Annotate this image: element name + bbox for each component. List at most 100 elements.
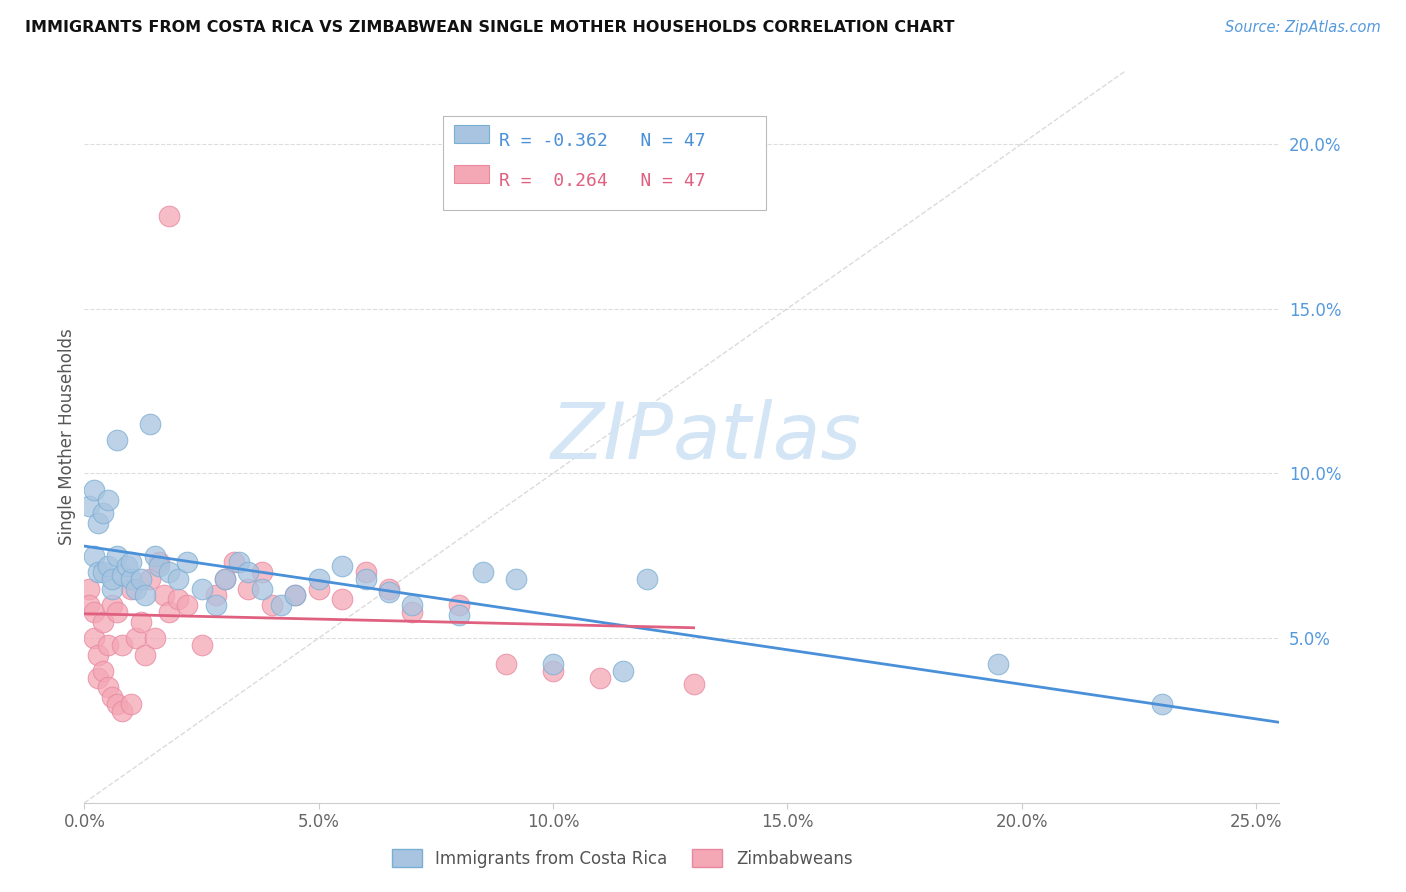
Point (129, 615, 152, 629)
Point (157, 210, 180, 224)
Point (505, 572, 527, 586)
Point (238, 565, 260, 579)
Point (120, 572, 142, 586)
Point (157, 565, 180, 579)
Point (143, 549, 166, 563)
Point (541, 664, 564, 678)
Point (101, 582, 124, 596)
Point (252, 565, 274, 579)
Point (449, 598, 471, 612)
Point (77, 500, 100, 514)
Text: R =  0.264   N = 47: R = 0.264 N = 47 (499, 172, 706, 190)
Point (77, 598, 100, 612)
Point (97, 638, 120, 652)
Point (284, 588, 307, 602)
Point (471, 565, 494, 579)
Point (105, 549, 128, 563)
Point (308, 572, 330, 586)
Point (330, 558, 353, 573)
Text: ZIPatlas: ZIPatlas (550, 399, 862, 475)
Point (97, 492, 120, 507)
Point (139, 417, 162, 431)
Point (260, 598, 283, 612)
Point (224, 555, 246, 569)
Point (636, 572, 658, 586)
Legend: Immigrants from Costa Rica, Zimbabweans: Immigrants from Costa Rica, Zimbabweans (392, 849, 852, 868)
Point (541, 657, 564, 672)
Point (120, 555, 142, 569)
Text: Source: ZipAtlas.com: Source: ZipAtlas.com (1225, 20, 1381, 35)
Point (284, 588, 307, 602)
Point (153, 588, 176, 602)
Point (176, 555, 198, 569)
Point (101, 572, 124, 586)
Point (1152, 697, 1174, 711)
Point (125, 582, 148, 596)
Point (105, 434, 128, 448)
Text: R = -0.362   N = 47: R = -0.362 N = 47 (499, 132, 706, 150)
Point (157, 605, 180, 619)
Point (238, 582, 260, 596)
Point (105, 697, 128, 711)
Point (214, 572, 236, 586)
Point (111, 704, 134, 718)
Point (125, 631, 148, 645)
Point (330, 591, 353, 606)
Point (148, 555, 170, 569)
Point (190, 638, 212, 652)
Point (91, 506, 114, 520)
Point (87, 648, 110, 662)
Point (101, 690, 124, 705)
Point (87, 671, 110, 685)
Point (87, 516, 110, 530)
Point (401, 598, 423, 612)
Point (354, 565, 377, 579)
Point (120, 697, 142, 711)
Y-axis label: Single Mother Households: Single Mother Households (58, 329, 76, 545)
Point (134, 648, 156, 662)
Point (228, 555, 250, 569)
Point (143, 631, 166, 645)
Point (97, 558, 120, 573)
Point (83, 605, 105, 619)
Point (91, 664, 114, 678)
Point (139, 572, 162, 586)
Point (105, 605, 128, 619)
Point (378, 585, 401, 599)
Point (204, 588, 226, 602)
Point (270, 598, 292, 612)
Point (83, 549, 105, 563)
Point (129, 572, 152, 586)
Point (682, 677, 704, 691)
Point (378, 582, 401, 596)
Point (495, 657, 517, 672)
Point (252, 582, 274, 596)
Point (176, 598, 198, 612)
Point (167, 591, 190, 606)
Point (120, 582, 142, 596)
Point (97, 681, 120, 695)
Point (83, 631, 105, 645)
Point (612, 664, 634, 678)
Point (111, 638, 134, 652)
Point (134, 588, 156, 602)
Text: IMMIGRANTS FROM COSTA RICA VS ZIMBABWEAN SINGLE MOTHER HOUSEHOLDS CORRELATION CH: IMMIGRANTS FROM COSTA RICA VS ZIMBABWEAN… (25, 20, 955, 35)
Point (167, 572, 190, 586)
Point (214, 572, 236, 586)
Point (308, 582, 330, 596)
Point (204, 598, 226, 612)
Point (101, 598, 124, 612)
Point (401, 605, 423, 619)
Point (354, 572, 377, 586)
Point (115, 558, 138, 573)
Point (77, 582, 100, 596)
Point (148, 558, 170, 573)
Point (87, 565, 110, 579)
Point (83, 483, 105, 497)
Point (190, 582, 212, 596)
Point (91, 615, 114, 629)
Point (91, 565, 114, 579)
Point (111, 568, 134, 582)
Point (987, 657, 1010, 672)
Point (589, 671, 612, 685)
